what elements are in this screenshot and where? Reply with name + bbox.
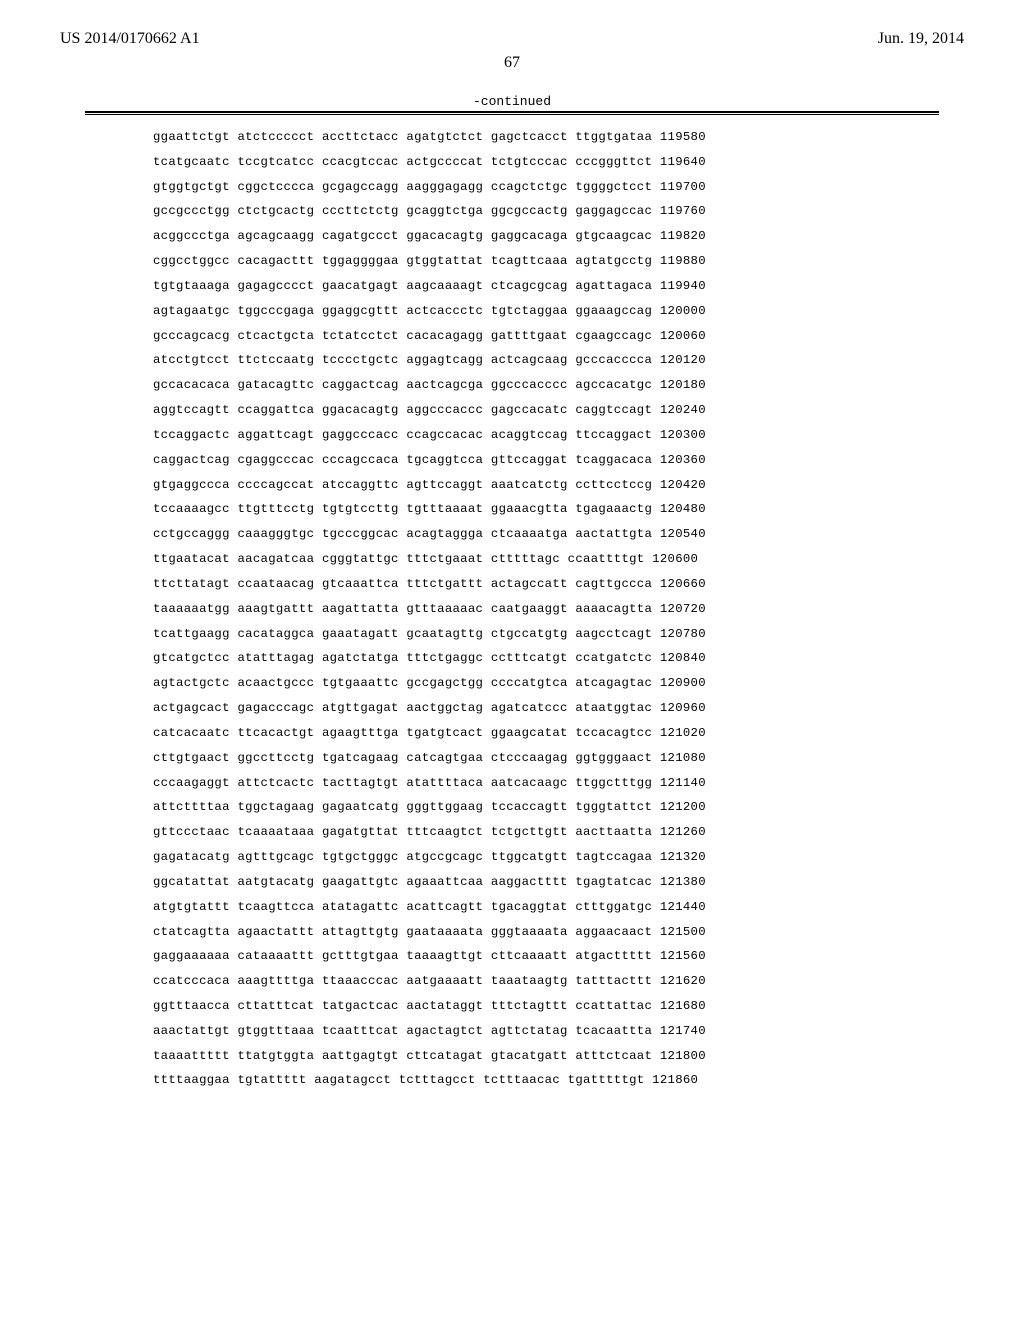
publication-date: Jun. 19, 2014 [878, 30, 964, 48]
section-rule-top [85, 111, 939, 115]
document-id: US 2014/0170662 A1 [60, 30, 200, 48]
page-header: US 2014/0170662 A1 Jun. 19, 2014 [60, 30, 964, 48]
page-number: 67 [60, 54, 964, 72]
continued-label: -continued [60, 94, 964, 109]
sequence-listing: ggaattctgt atctccccct accttctacc agatgtc… [153, 125, 964, 1093]
